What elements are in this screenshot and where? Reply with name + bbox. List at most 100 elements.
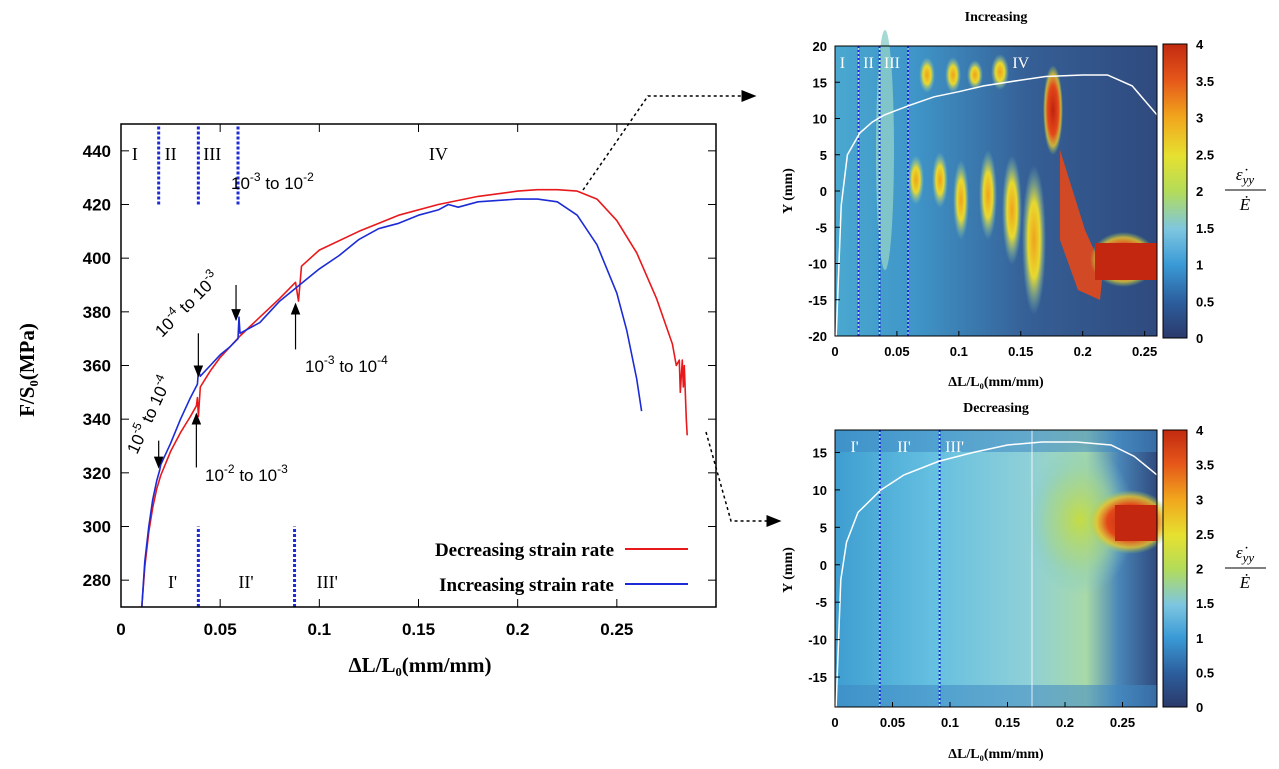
top-xtick-label: 0.15 <box>1008 344 1033 359</box>
main-ytick-label: 400 <box>83 249 111 268</box>
colorbar-increasing-ticks: 0 0.5 1 1.5 2 2.5 3 3.5 4 <box>1196 37 1214 346</box>
main-ytick-label: 420 <box>83 196 111 215</box>
annotation-1e-3-to-1e-4: 10-3 to 10-4 <box>305 353 388 376</box>
top-ytick-label: 10 <box>813 112 827 127</box>
main-ylabel: F/S₀(MPa) <box>15 323 39 417</box>
bot-cb-tick-label: 2 <box>1196 562 1203 577</box>
bot-ytick-label: -15 <box>808 670 827 685</box>
colorbar-decreasing-denominator: Ė <box>1239 573 1251 592</box>
top-region-label: IV <box>1012 55 1029 72</box>
top-ytick-label: 0 <box>820 184 827 199</box>
bot-cb-tick-label: 4 <box>1196 423 1204 438</box>
colorbar-increasing-denominator: Ė <box>1239 195 1251 214</box>
top-cb-tick-label: 3 <box>1196 111 1203 126</box>
top-ytick-label: 15 <box>813 75 827 90</box>
heatmap-decreasing-features <box>835 430 1172 707</box>
region-label-top: IV <box>429 144 448 164</box>
series-lines <box>141 188 688 607</box>
heatmap-decreasing-region-lines <box>878 430 941 707</box>
main-ytick-label: 300 <box>83 518 111 537</box>
series-increasing-line <box>141 198 643 607</box>
main-chart: 0 0.05 0.1 0.15 0.2 0.25 280 300 320 340 360 380 400… <box>15 123 717 677</box>
bot-region-label: II' <box>897 439 911 456</box>
top-region-label: III <box>884 55 900 72</box>
colorbar-increasing <box>1162 43 1188 339</box>
colorbar-decreasing <box>1162 429 1188 708</box>
heatmap-increasing-bands <box>876 30 1157 315</box>
colorbar-increasing-numerator: ε̇yy <box>1236 165 1254 187</box>
bot-xtick-label: 0.1 <box>941 715 959 730</box>
top-ytick-label: -20 <box>808 329 827 344</box>
top-region-label: II <box>863 55 874 72</box>
series-decreasing-line <box>141 188 688 607</box>
connector-arrow-increasing <box>582 90 757 191</box>
bot-cb-tick-label: 1.5 <box>1196 596 1214 611</box>
main-xlabel: ΔL/L₀(mm/mm) <box>348 653 491 677</box>
bot-xtick-label: 0.2 <box>1056 715 1074 730</box>
top-cb-tick-label: 4 <box>1196 37 1204 52</box>
top-ytick-label: -15 <box>808 293 827 308</box>
heatmap-increasing-xlabel: ΔL/L₀(mm/mm) <box>948 375 1044 390</box>
annotation-1e-5-to-1e-4: 10-5 to 10-4 <box>120 372 176 457</box>
main-plot-frame <box>120 123 717 608</box>
region-label-bottom: II' <box>238 572 253 592</box>
bot-ytick-label: 10 <box>813 483 827 498</box>
top-cb-tick-label: 2 <box>1196 184 1203 199</box>
colorbar-decreasing-ticks: 0 0.5 1 1.5 2 2.5 3 3.5 4 <box>1196 423 1214 715</box>
annotation-1e-3-to-1e-2: 10-3 to 10-2 <box>231 170 314 193</box>
top-ytick-label: 5 <box>820 148 827 163</box>
bot-ytick-label: -5 <box>815 595 827 610</box>
bot-cb-tick-label: 0 <box>1196 700 1203 715</box>
heatmap-increasing-region-labels: I II III IV <box>840 55 1030 72</box>
region-markers <box>157 124 297 607</box>
top-ytick-label: -5 <box>815 220 827 235</box>
bot-ytick-label: 0 <box>820 558 827 573</box>
heatmap-decreasing-frame <box>834 429 1158 708</box>
main-ytick-label: 360 <box>83 357 111 376</box>
main-xtick-label: 0.2 <box>506 620 530 639</box>
heatmap-decreasing-xlabel: ΔL/L₀(mm/mm) <box>948 747 1044 762</box>
strain-rate-annotations: 10-5 to 10-4 10-4 to 10-3 10-3 to 10-2 10-3… <box>120 170 388 485</box>
heatmap-increasing: Increasing I II III IV 0 0.05 0.1 0.15 0.2 0.25-… <box>781 10 1266 390</box>
heatmap-decreasing: Decreasing I' II' III' 0 0.05 0.1 0.15 0.2 0.25… <box>781 401 1266 762</box>
bot-region-label: I' <box>850 439 858 456</box>
main-axes-ticks: 0 0.05 0.1 0.15 0.2 0.25 280 300 320 340 360 380 400… <box>83 124 716 639</box>
heatmap-increasing-ticks: 0 0.05 0.1 0.15 0.2 0.25 -20 -15 -10 -5 0 5 10 15 20 <box>808 39 1157 359</box>
heatmap-decreasing-stress-curve <box>835 441 1158 708</box>
top-ytick-label: 20 <box>813 39 827 54</box>
legend: Decreasing strain rate Increasing strain… <box>435 540 688 596</box>
bot-cb-tick-label: 0.5 <box>1196 665 1214 680</box>
top-cb-tick-label: 1 <box>1196 258 1203 273</box>
main-ytick-label: 320 <box>83 464 111 483</box>
colorbar-decreasing-label: ε̇yy Ė <box>1225 543 1266 592</box>
bot-xtick-label: 0.05 <box>880 715 905 730</box>
main-ytick-label: 340 <box>83 410 111 429</box>
bot-region-label: III' <box>945 439 964 456</box>
main-xtick-label: 0 <box>116 620 125 639</box>
connector-arrow-decreasing <box>705 431 782 527</box>
bot-ytick-label: 15 <box>813 445 827 460</box>
region-label-top: I <box>132 144 138 164</box>
bot-ytick-label: -10 <box>808 633 827 648</box>
annotation-1e-4-to-1e-3: 10-4 to 10-3 <box>149 266 224 341</box>
heatmap-decreasing-ticks: 0 0.05 0.1 0.15 0.2 0.25 -15 -10 -5 0 5 10 15 <box>808 445 1135 730</box>
main-ytick-label: 380 <box>83 303 111 322</box>
heatmap-increasing-region-lines <box>857 46 910 336</box>
heatmap-increasing-ylabel: Y (mm) <box>781 168 796 214</box>
top-xtick-label: 0 <box>831 344 838 359</box>
main-xtick-label: 0.25 <box>600 620 633 639</box>
top-xtick-label: 0.1 <box>950 344 968 359</box>
annotation-1e-2-to-1e-3: 10-2 to 10-3 <box>205 462 288 485</box>
colorbar-decreasing-numerator: ε̇yy <box>1236 543 1254 565</box>
bot-xtick-label: 0.15 <box>995 715 1020 730</box>
region-label-bottom: III' <box>317 572 338 592</box>
top-cb-tick-label: 1.5 <box>1196 221 1214 236</box>
bot-xtick-label: 0.25 <box>1110 715 1135 730</box>
top-ytick-label: -10 <box>808 257 827 272</box>
main-ytick-label: 440 <box>83 142 111 161</box>
bot-ytick-label: 5 <box>820 520 827 535</box>
top-cb-tick-label: 2.5 <box>1196 147 1214 162</box>
main-xtick-label: 0.05 <box>204 620 237 639</box>
heatmap-increasing-stress-curve <box>835 74 1158 337</box>
